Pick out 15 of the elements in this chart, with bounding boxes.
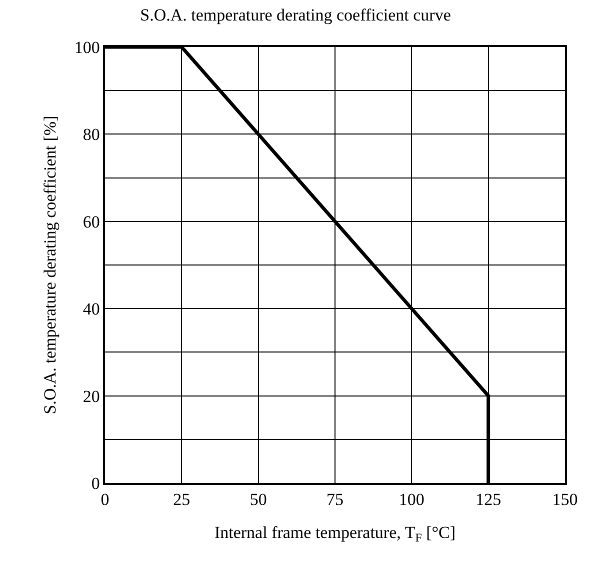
x-tick-label: 100 bbox=[398, 490, 424, 510]
y-tick-label: 60 bbox=[82, 212, 100, 232]
x-tick-label: 25 bbox=[173, 490, 190, 510]
y-tick-label: 40 bbox=[82, 300, 100, 319]
y-tick-label: 20 bbox=[82, 386, 100, 406]
x-tick-label: 150 bbox=[552, 490, 578, 510]
x-tick-label: 125 bbox=[476, 490, 502, 510]
y-axis-title: S.O.A. temperature derating coefficient [%] bbox=[40, 116, 60, 414]
chart-title: S.O.A. temperature derating coefficient curve bbox=[140, 5, 451, 24]
y-tick-label: 0 bbox=[91, 474, 100, 493]
x-tick-label: 50 bbox=[250, 490, 267, 510]
y-tick-label: 80 bbox=[82, 125, 100, 144]
x-axis-title: Internal frame temperature, T$_{F}$ [°C] bbox=[214, 523, 456, 545]
y-tick-label: 100 bbox=[74, 38, 100, 57]
x-tick-label: 75 bbox=[326, 490, 344, 510]
